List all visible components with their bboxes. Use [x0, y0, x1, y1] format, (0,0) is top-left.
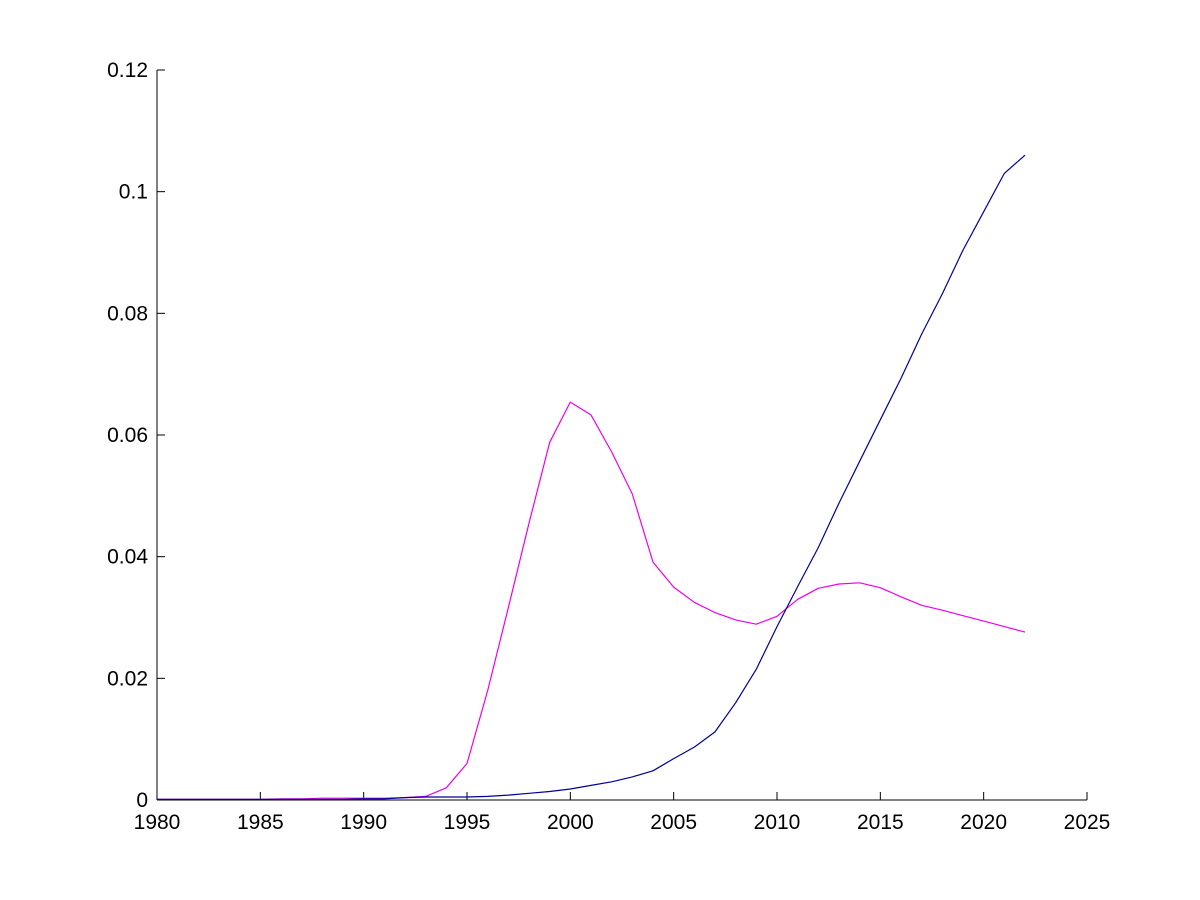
- x-tick-label: 1995: [444, 811, 491, 834]
- y-tick-label: 0.08: [107, 302, 148, 325]
- x-tick-label: 2010: [754, 811, 801, 834]
- series-line-blue-series: [157, 154, 1026, 801]
- y-tick-label: 0.02: [107, 667, 148, 690]
- x-tick-label: 1980: [134, 811, 181, 834]
- y-tick-label: 0.04: [107, 546, 148, 569]
- x-tick-label: 2000: [547, 811, 594, 834]
- y-tick-label: 0.1: [119, 181, 148, 204]
- x-tick-label: 2015: [857, 811, 904, 834]
- y-tick-label: 0.12: [107, 59, 148, 82]
- series-line-magenta-series: [157, 401, 1026, 801]
- y-tick-label: 0: [136, 789, 148, 812]
- x-tick-label: 2020: [960, 811, 1007, 834]
- x-tick-label: 1985: [237, 811, 284, 834]
- x-tick-label: 2005: [650, 811, 697, 834]
- y-tick-label: 0.06: [107, 424, 148, 447]
- x-tick-label: 1990: [340, 811, 387, 834]
- x-tick-label: 2025: [1064, 811, 1111, 834]
